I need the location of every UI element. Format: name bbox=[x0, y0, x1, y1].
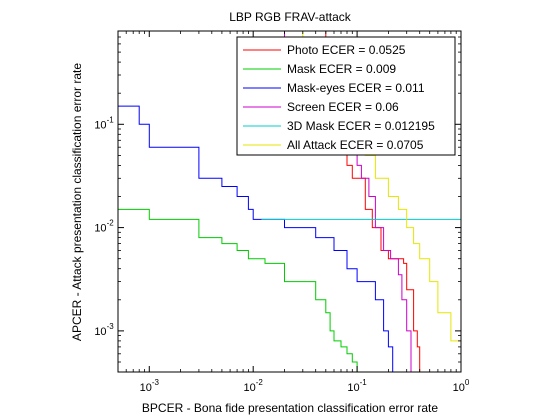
legend-label-5: 3D Mask ECER = 0.012195 bbox=[287, 119, 435, 133]
series-line-3 bbox=[118, 105, 394, 372]
legend-label-6: All Attack ECER = 0.0705 bbox=[287, 138, 424, 152]
legend-label-2: Mask ECER = 0.009 bbox=[287, 62, 396, 76]
x-tick-label: 10-2 bbox=[243, 378, 263, 394]
plot-area-frame bbox=[117, 30, 462, 373]
legend-label-4: Screen ECER = 0.06 bbox=[287, 100, 399, 114]
y-tick-label: 10-3 bbox=[94, 322, 114, 338]
x-tick-label: 100 bbox=[453, 378, 470, 394]
series-line-2 bbox=[118, 208, 358, 372]
x-tick-label: 10-1 bbox=[347, 378, 367, 394]
legend-box bbox=[236, 36, 456, 156]
y-tick-label: 10-2 bbox=[94, 219, 114, 235]
x-axis-label: BPCER - Bona fide presentation classific… bbox=[142, 401, 438, 415]
chart-title: LBP RGB FRAV-attack bbox=[229, 10, 352, 24]
x-tick-label: 10-3 bbox=[140, 378, 160, 394]
legend: Photo ECER = 0.0525 Mask ECER = 0.009 Mask… bbox=[236, 36, 456, 156]
y-axis-label: APCER - Attack presentation classificati… bbox=[70, 63, 84, 341]
legend-label-1: Photo ECER = 0.0525 bbox=[287, 43, 406, 57]
ticks-layer: 10-3 10-2 10-1 100 10-3 10-2 10-1 bbox=[94, 31, 470, 394]
legend-label-3: Mask-eyes ECER = 0.011 bbox=[287, 81, 425, 95]
y-tick-label: 10-1 bbox=[94, 115, 114, 131]
